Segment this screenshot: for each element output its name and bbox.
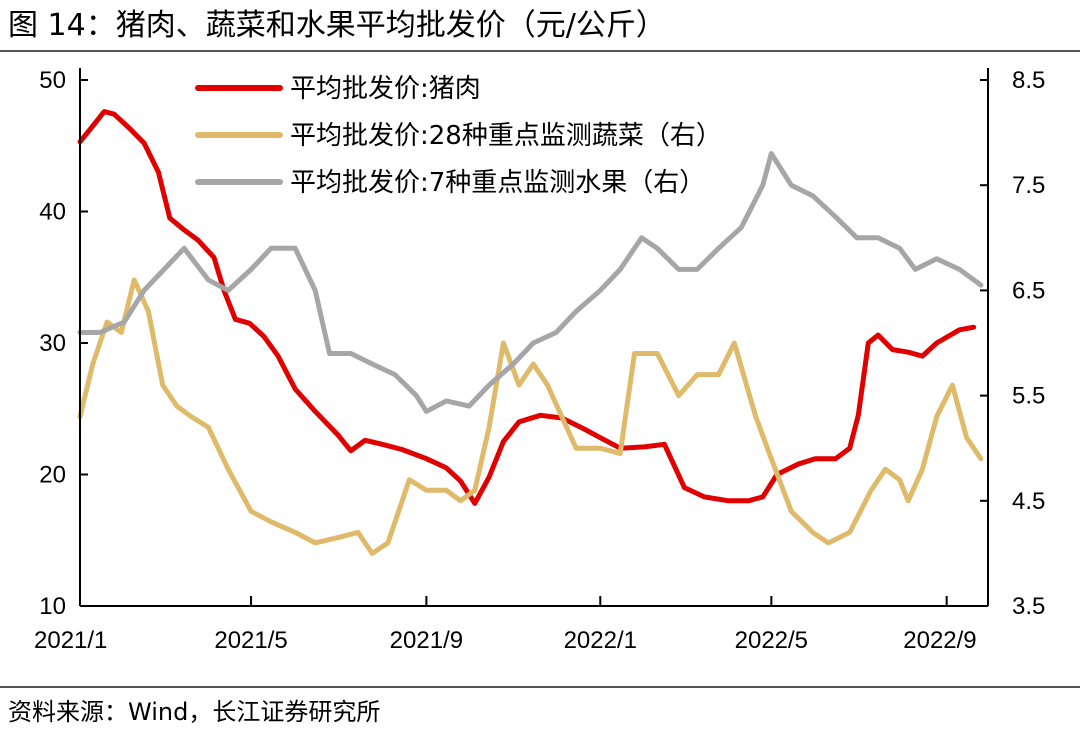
page-title: 图 14：猪肉、蔬菜和水果平均批发价（元/公斤） (8, 8, 666, 43)
right-tick-label: 8.5 (1012, 67, 1045, 94)
x-tick-label: 2021/1 (34, 627, 107, 654)
left-tick-label: 50 (39, 67, 66, 94)
left-tick-label: 30 (39, 330, 66, 357)
x-tick-label: 2022/5 (735, 627, 808, 654)
source-divider (0, 686, 1080, 688)
series-layer (77, 109, 984, 556)
right-tick-label: 6.5 (1012, 277, 1045, 304)
title-divider (0, 50, 1080, 52)
source-note: 资料来源：Wind，长江证券研究所 (8, 698, 381, 726)
legend-label-2: 平均批发价:28种重点监测蔬菜（右） (290, 121, 722, 151)
right-tick-label: 4.5 (1012, 488, 1045, 515)
right-tick-label: 3.5 (1012, 593, 1045, 620)
series-line-3 (77, 151, 984, 414)
series-line-1 (77, 109, 977, 506)
axes-layer: 10 20 30 40 50 3.5 4.5 5.5 6.5 7.5 8.5 2021/1 2021/5… (34, 67, 1045, 654)
left-tick-label: 10 (39, 593, 66, 620)
x-tick-label: 2021/9 (390, 627, 463, 654)
legend-label-3: 平均批发价:7种重点监测水果（右） (290, 168, 705, 198)
legend-label-1: 平均批发价:猪肉 (290, 74, 481, 104)
x-tick-label: 2022/1 (564, 627, 637, 654)
left-tick-label: 20 (39, 462, 66, 489)
right-tick-label: 7.5 (1012, 172, 1045, 199)
x-tick-label: 2022/9 (903, 627, 976, 654)
right-tick-label: 5.5 (1012, 383, 1045, 410)
series-line-2 (77, 277, 984, 556)
left-tick-label: 40 (39, 199, 66, 226)
x-tick-label: 2021/5 (214, 627, 287, 654)
